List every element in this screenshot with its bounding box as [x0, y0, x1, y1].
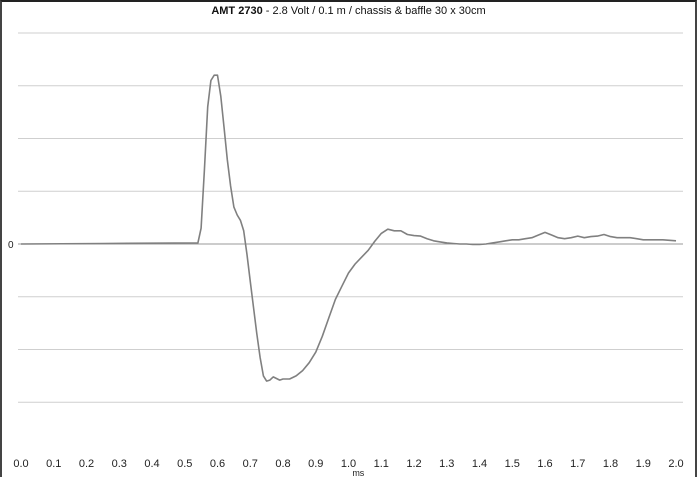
chart-title: AMT 2730 - 2.8 Volt / 0.1 m / chassis & … [0, 5, 697, 17]
x-tick-label: 1.4 [472, 458, 487, 470]
x-tick-label: 0.6 [210, 458, 225, 470]
x-tick-label: 0.4 [144, 458, 159, 470]
chart-title-rest: - 2.8 Volt / 0.1 m / chassis & baffle 30… [262, 5, 486, 17]
x-axis-label: ms [352, 468, 364, 477]
y-tick-label: 0 [8, 240, 14, 251]
x-tick-label: 0.1 [46, 458, 61, 470]
x-tick-label: 0.7 [243, 458, 258, 470]
x-tick-label: 0.9 [308, 458, 323, 470]
x-tick-label: 0.3 [112, 458, 127, 470]
x-tick-label: 1.9 [636, 458, 651, 470]
x-tick-label: 2.0 [668, 458, 683, 470]
chart-title-bold: AMT 2730 [211, 5, 263, 17]
x-tick-label: 0.8 [275, 458, 290, 470]
x-tick-label: 1.5 [505, 458, 520, 470]
x-tick-label: 0.5 [177, 458, 192, 470]
x-tick-label: 0.2 [79, 458, 94, 470]
x-tick-label: 1.6 [537, 458, 552, 470]
x-tick-label: 1.1 [374, 458, 389, 470]
x-tick-label: 0.0 [13, 458, 28, 470]
x-tick-label: 1.2 [406, 458, 421, 470]
x-tick-label: 1.3 [439, 458, 454, 470]
impulse-response-line [20, 74, 677, 382]
x-tick-label: 1.8 [603, 458, 618, 470]
x-tick-label: 1.7 [570, 458, 585, 470]
x-tick-label: 1.0 [341, 458, 356, 470]
